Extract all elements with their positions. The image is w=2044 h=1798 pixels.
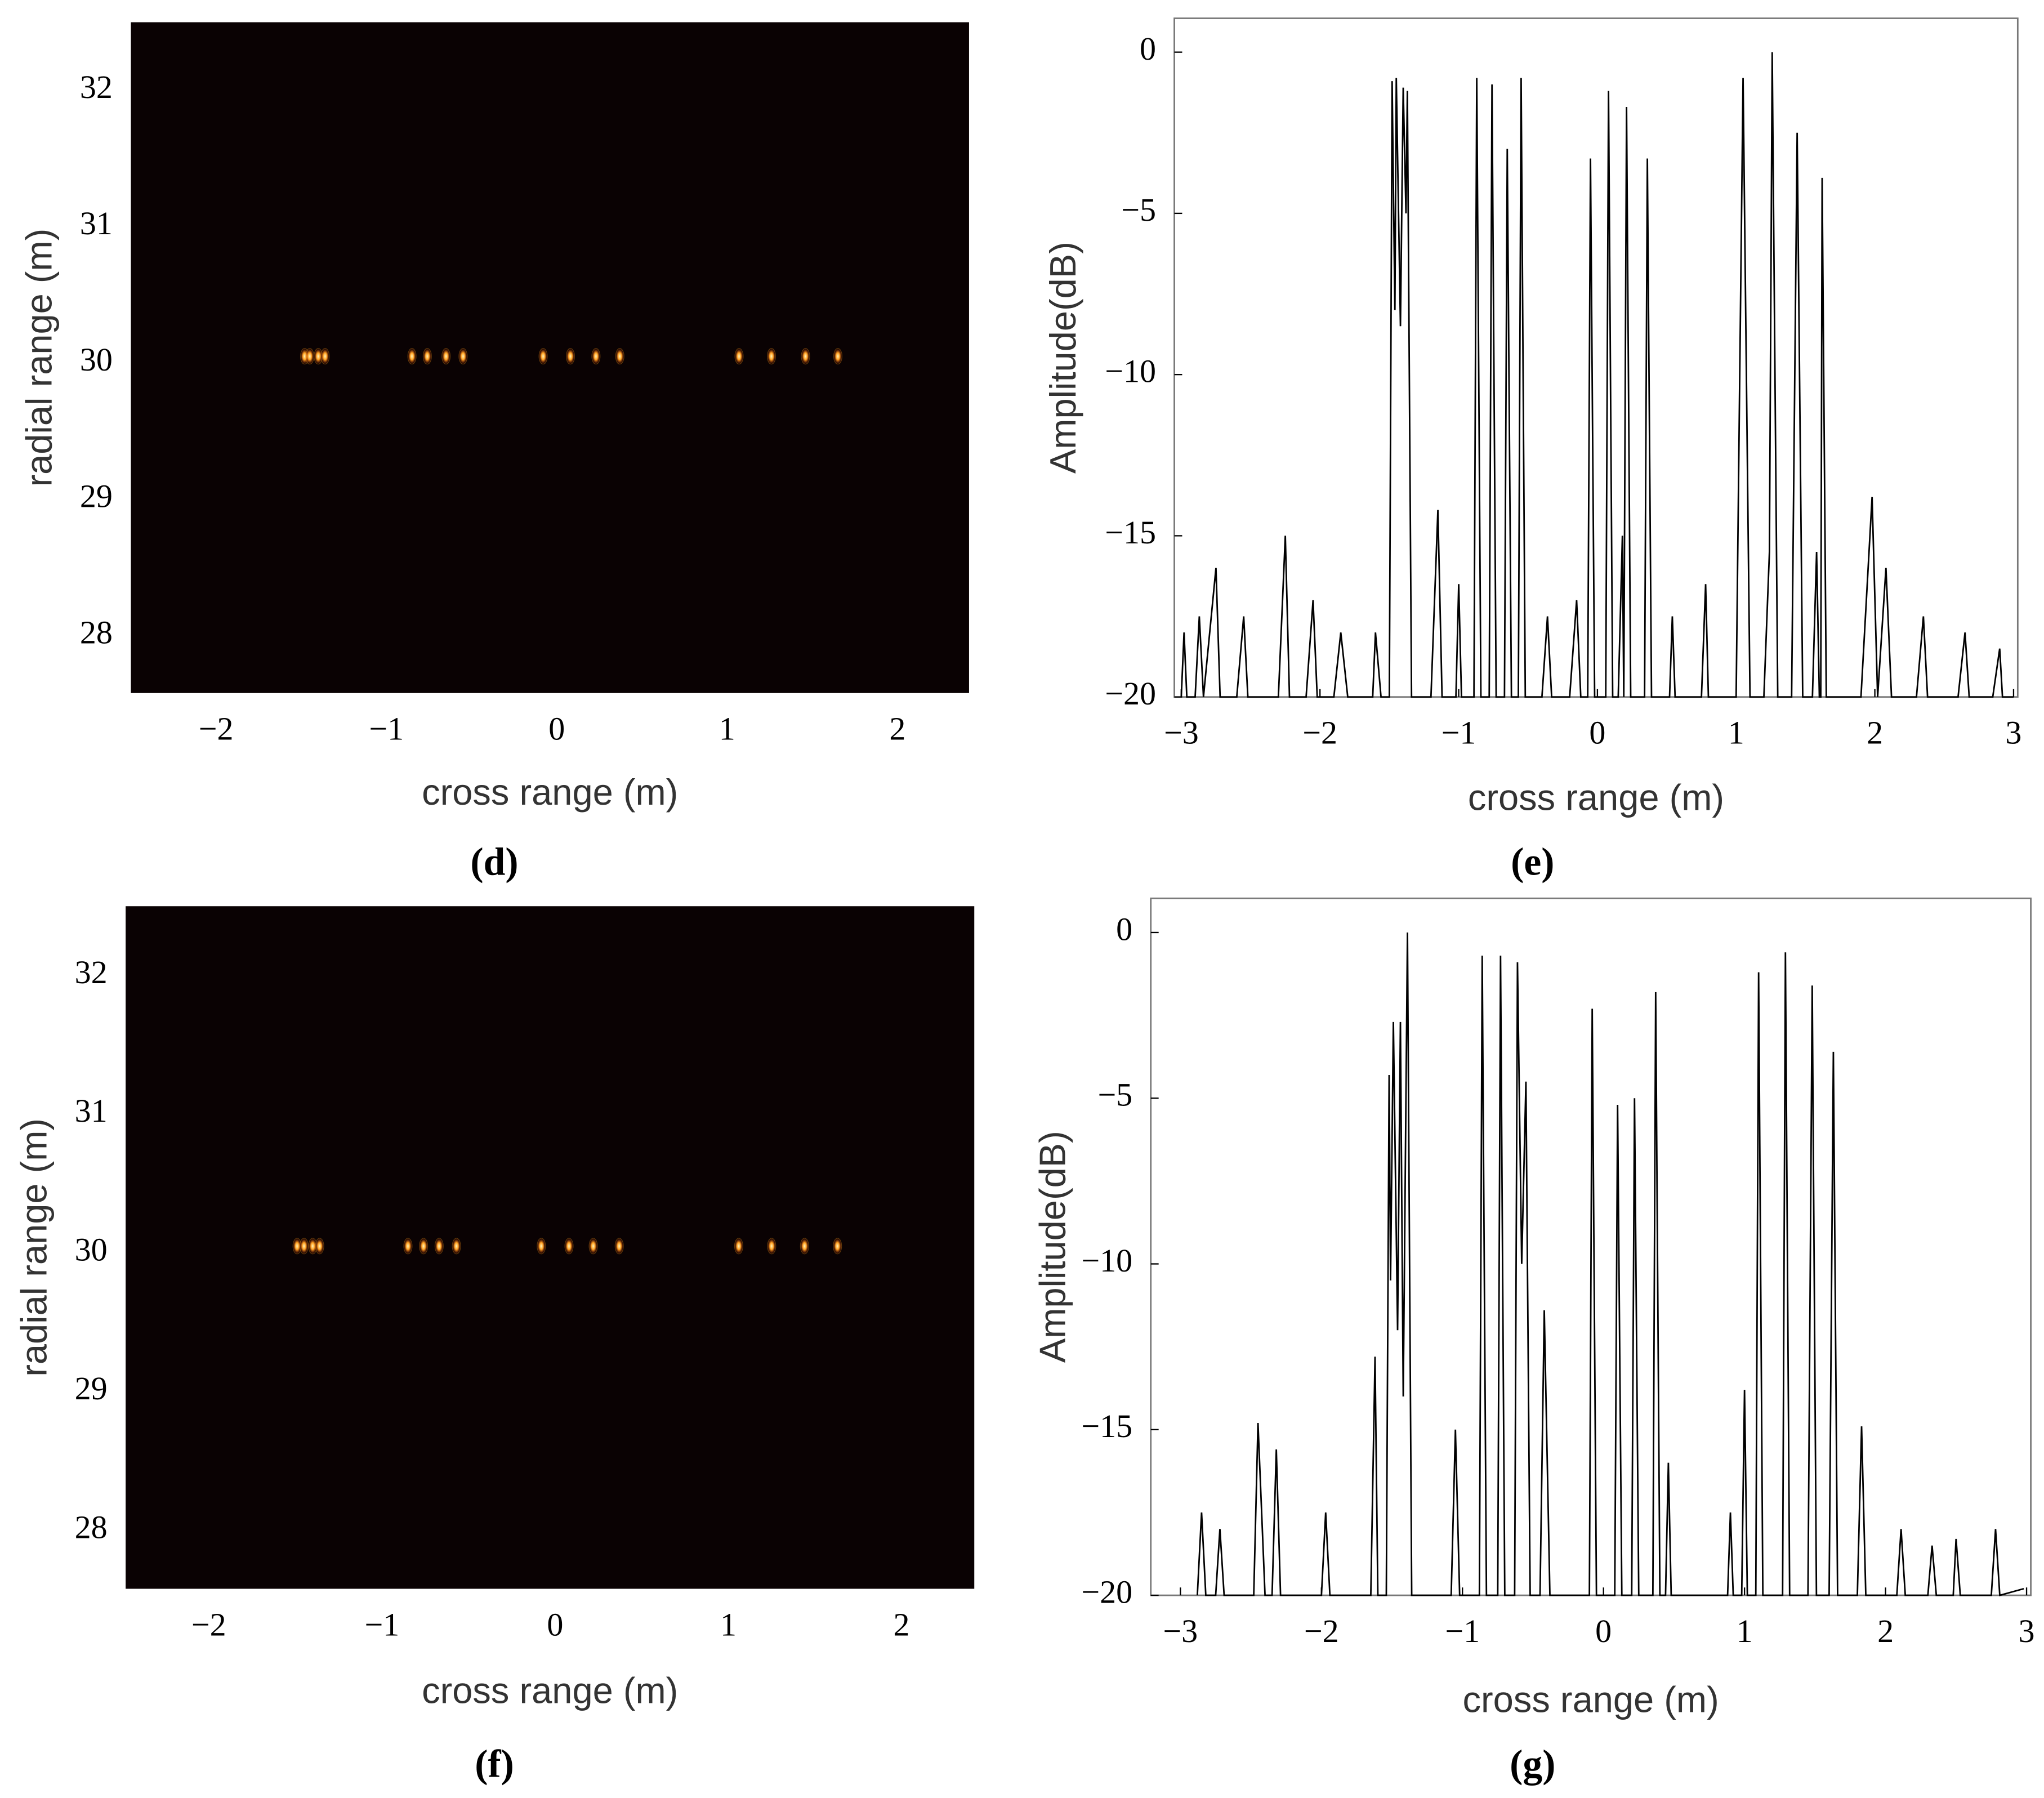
plot-background <box>131 22 969 693</box>
scatter-point <box>591 348 601 365</box>
scatter-point <box>766 348 776 365</box>
y-tick-label: −10 <box>1081 1242 1132 1279</box>
x-tick-label: −2 <box>199 711 234 747</box>
x-tick-label: −3 <box>1163 1613 1198 1649</box>
scatter-point <box>407 348 417 365</box>
x-tick-label: 2 <box>889 711 905 747</box>
y-tick-label: −20 <box>1105 675 1156 712</box>
x-tick-label: −2 <box>1304 1613 1339 1649</box>
scatter-point <box>538 348 548 365</box>
scatter-point <box>441 348 451 365</box>
scatter-point <box>833 348 843 365</box>
scatter-point <box>422 348 432 365</box>
y-tick-label: −10 <box>1105 353 1156 390</box>
x-tick-label: 1 <box>1728 715 1744 751</box>
x-tick-label: −2 <box>191 1606 226 1643</box>
amplitude-line <box>1180 52 2014 698</box>
x-tick-label: 2 <box>1877 1613 1894 1649</box>
x-axis-label: cross range (m) <box>1463 1679 1719 1720</box>
y-tick-label: 32 <box>75 954 108 991</box>
plot-background <box>126 906 975 1589</box>
x-tick-label: 1 <box>1737 1613 1753 1649</box>
scatter-point <box>403 1238 413 1255</box>
y-tick-label: 31 <box>80 205 113 242</box>
x-tick-label: 0 <box>547 1606 563 1643</box>
scatter-point <box>452 1238 461 1255</box>
scatter-point <box>458 348 468 365</box>
scatter-point <box>767 1238 776 1255</box>
panel-caption: (e) <box>1511 840 1554 884</box>
x-tick-label: −1 <box>364 1606 399 1643</box>
scatter-point <box>434 1238 444 1255</box>
y-tick-label: 32 <box>80 69 113 105</box>
scatter-point <box>734 348 744 365</box>
x-tick-label: −3 <box>1164 715 1199 751</box>
scatter-point <box>299 1238 309 1255</box>
y-axis-label: Amplitude(dB) <box>1042 242 1083 474</box>
y-tick-label: 30 <box>80 341 113 378</box>
scatter-point <box>305 348 315 365</box>
x-axis-label: cross range (m) <box>422 1670 678 1711</box>
x-tick-label: −1 <box>369 711 404 747</box>
y-tick-label: 0 <box>1140 30 1156 67</box>
panel-caption: (g) <box>1510 1743 1555 1786</box>
y-tick-label: −5 <box>1097 1077 1132 1113</box>
y-tick-label: 31 <box>75 1092 108 1129</box>
y-tick-label: 0 <box>1116 911 1132 947</box>
x-tick-label: −1 <box>1441 715 1476 751</box>
x-tick-label: 0 <box>548 711 565 747</box>
y-tick-label: 29 <box>75 1370 108 1407</box>
scatter-point <box>320 348 330 365</box>
scatter-point <box>615 348 624 365</box>
scatter-point <box>801 348 810 365</box>
plot-frame <box>1173 17 2019 698</box>
x-tick-label: 3 <box>2005 715 2021 751</box>
scatter-point <box>734 1238 743 1255</box>
y-tick-label: 28 <box>80 614 113 650</box>
scatter-point <box>419 1238 429 1255</box>
panel-caption: (d) <box>470 840 518 884</box>
x-tick-label: 3 <box>2019 1613 2035 1649</box>
scatter-point <box>588 1238 598 1255</box>
scatter-point <box>833 1238 842 1255</box>
x-tick-label: 2 <box>894 1606 910 1643</box>
scatter-point <box>564 1238 574 1255</box>
y-tick-label: −5 <box>1121 191 1156 228</box>
y-tick-label: 29 <box>80 478 113 514</box>
scatter-point <box>315 1238 324 1255</box>
y-tick-label: 30 <box>75 1232 108 1268</box>
scatter-point <box>614 1238 624 1255</box>
y-axis-label: radial range (m) <box>13 1118 54 1377</box>
x-tick-label: 2 <box>1867 715 1883 751</box>
x-tick-label: 1 <box>720 1606 737 1643</box>
scatter-point <box>537 1238 546 1255</box>
scatter-point <box>800 1238 809 1255</box>
x-axis-label: cross range (m) <box>422 771 678 813</box>
y-axis-label: radial range (m) <box>19 229 60 487</box>
x-axis-label: cross range (m) <box>1468 777 1724 818</box>
x-tick-label: −2 <box>1302 715 1337 751</box>
x-tick-label: 0 <box>1595 1613 1612 1649</box>
y-tick-label: −15 <box>1105 514 1156 551</box>
scatter-point <box>565 348 575 365</box>
x-tick-label: −1 <box>1445 1613 1480 1649</box>
y-tick-label: 28 <box>75 1509 108 1545</box>
amplitude-line <box>1196 932 2024 1596</box>
y-tick-label: −20 <box>1081 1573 1132 1610</box>
panel-caption: (f) <box>475 1743 514 1786</box>
y-axis-label: Amplitude(dB) <box>1032 1131 1073 1363</box>
x-tick-label: 1 <box>719 711 735 747</box>
y-tick-label: −15 <box>1081 1408 1132 1444</box>
x-tick-label: 0 <box>1589 715 1605 751</box>
